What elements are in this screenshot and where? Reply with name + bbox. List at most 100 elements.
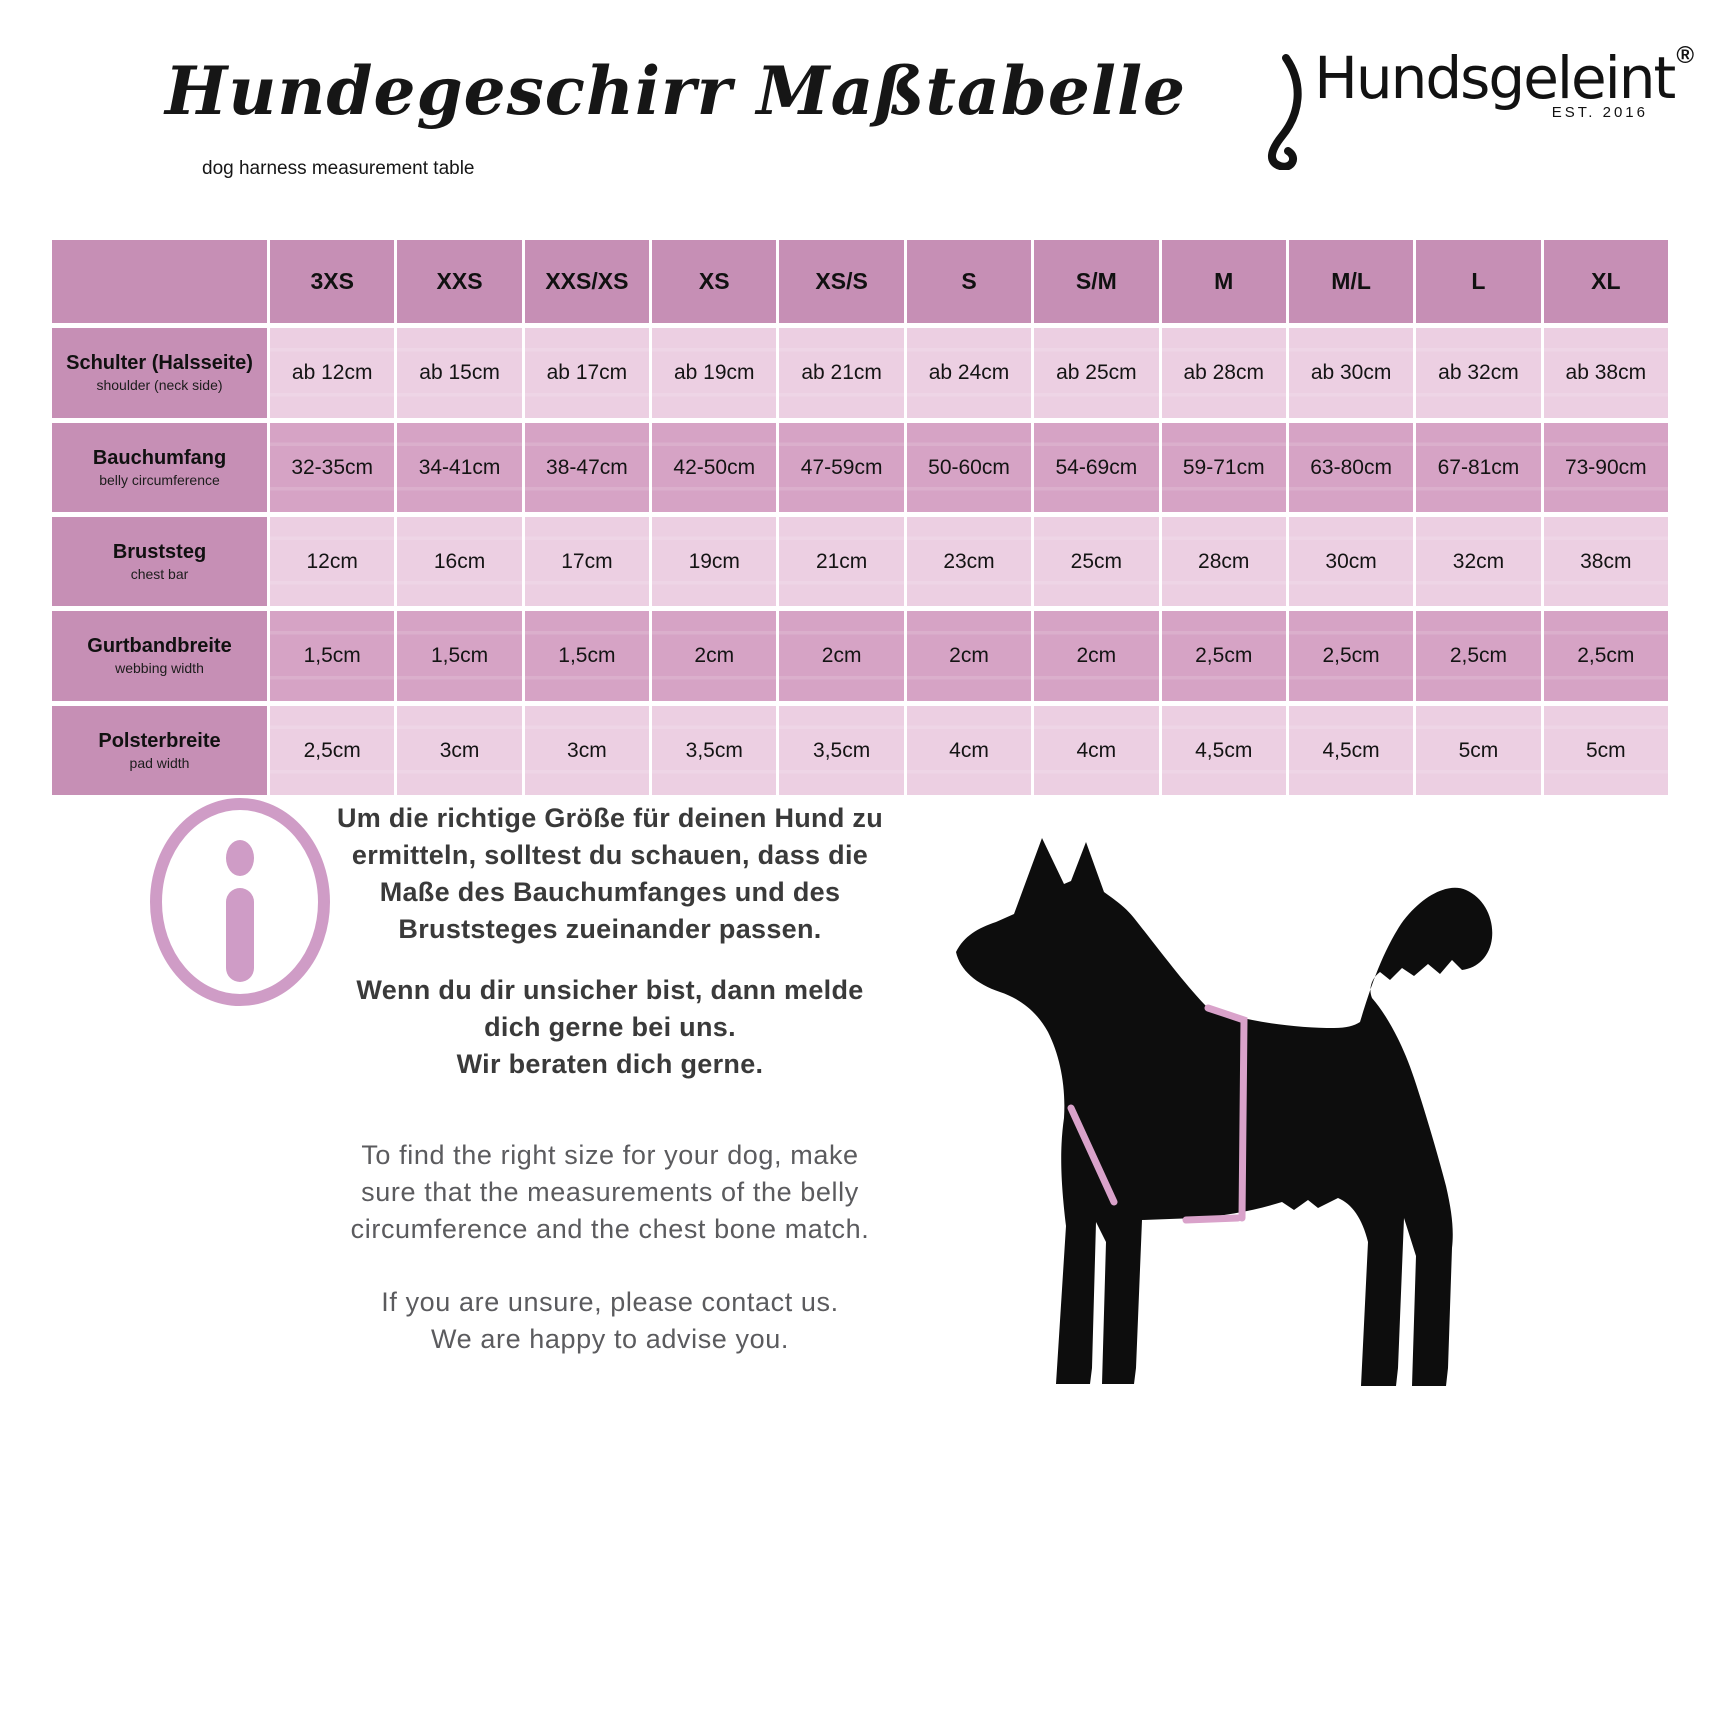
table-cell: 3,5cm — [652, 706, 777, 795]
size-col-header-s: S — [906, 240, 1032, 323]
row-label-en: pad width — [129, 754, 190, 771]
table-cell: 2,5cm — [1543, 611, 1668, 701]
table-cell: 1,5cm — [524, 611, 650, 701]
text-line: dich gerne bei uns. — [484, 1012, 736, 1042]
info-de-paragraph-1: Um die richtige Größe für deinen Hund zu… — [300, 800, 920, 948]
row-label-de: Bauchumfang — [92, 446, 227, 469]
table-cell: 50-60cm — [906, 423, 1032, 512]
table-cell: ab 24cm — [906, 328, 1032, 418]
size-col-header-sm: S/M — [1034, 240, 1159, 323]
table-cell: 3,5cm — [779, 706, 904, 795]
registered-trademark-icon: ® — [1676, 42, 1694, 69]
text-line: Wir beraten dich gerne. — [456, 1049, 764, 1079]
table-cell: 16cm — [397, 517, 522, 606]
text-line: To find the right size for your dog, mak… — [361, 1140, 859, 1170]
table-cell: 25cm — [1034, 517, 1159, 606]
table-cell: 5cm — [1543, 706, 1668, 795]
info-text-block: Um die richtige Größe für deinen Hund zu… — [300, 800, 920, 1358]
table-cell: 2,5cm — [1416, 611, 1541, 701]
table-cell: 54-69cm — [1034, 423, 1159, 512]
text-line: circumference and the chest bone match. — [350, 1214, 870, 1244]
table-cell: 1,5cm — [270, 611, 395, 701]
harness-marks — [1067, 1004, 1248, 1224]
harness-chest-strap — [1067, 1104, 1118, 1206]
dog-body-shape — [956, 838, 1493, 1386]
table-cell: 42-50cm — [652, 423, 777, 512]
text-line: sure that the measurements of the belly — [361, 1177, 859, 1207]
table-cell: ab 21cm — [779, 328, 904, 418]
table-cell: 38-47cm — [524, 423, 650, 512]
info-en-paragraph-2: If you are unsure, please contact us. We… — [300, 1284, 920, 1358]
table-cell: 4,5cm — [1161, 706, 1286, 795]
table-cell: 2,5cm — [1161, 611, 1286, 701]
table-cell: 73-90cm — [1543, 423, 1668, 512]
text-line: Wenn du dir unsicher bist, dann melde — [356, 975, 864, 1005]
row-label-de: Polsterbreite — [98, 729, 221, 752]
table-cell: ab 38cm — [1543, 328, 1668, 418]
table-cell: 2,5cm — [270, 706, 395, 795]
text-line: If you are unsure, please contact us. — [381, 1287, 839, 1317]
table-cell: 2cm — [779, 611, 904, 701]
table-cell: ab 28cm — [1161, 328, 1286, 418]
row-label-en: belly circumference — [99, 471, 220, 488]
table-cell: 32-35cm — [270, 423, 395, 512]
table-cell: 21cm — [779, 517, 904, 606]
table-cell: 3cm — [397, 706, 522, 795]
size-col-header-xxs: XXS — [397, 240, 522, 323]
table-cell: 4cm — [1034, 706, 1159, 795]
harness-belly-strap — [1182, 1214, 1242, 1224]
size-col-header-m: M — [1161, 240, 1286, 323]
text-line: Maße des Bauchumfanges und des — [379, 877, 841, 907]
table-cell: 28cm — [1161, 517, 1286, 606]
text-line: Um die richtige Größe für deinen Hund zu — [336, 803, 884, 833]
table-cell: 4,5cm — [1288, 706, 1414, 795]
table-cell: ab 19cm — [652, 328, 777, 418]
table-cell: 12cm — [270, 517, 395, 606]
table-cell: 34-41cm — [397, 423, 522, 512]
harness-girth-strap — [1204, 1004, 1248, 1222]
info-icon — [150, 798, 330, 1006]
table-cell: 32cm — [1416, 517, 1541, 606]
table-cell: 19cm — [652, 517, 777, 606]
row-label-belly: Bauchumfang belly circumference — [52, 423, 267, 512]
size-col-header-xss: XS/S — [779, 240, 904, 323]
row-label-en: shoulder (neck side) — [96, 377, 223, 394]
table-cell: 63-80cm — [1288, 423, 1414, 512]
table-cell: ab 30cm — [1288, 328, 1414, 418]
table-cell: ab 32cm — [1416, 328, 1541, 418]
table-cell: 2cm — [906, 611, 1032, 701]
table-cell: 38cm — [1543, 517, 1668, 606]
table-cell: ab 15cm — [397, 328, 522, 418]
page-title: Hundegeschirr Maßtabelle — [165, 52, 1187, 130]
dog-silhouette — [956, 838, 1493, 1386]
row-label-de: Bruststeg — [112, 540, 207, 563]
table-cell: 2,5cm — [1288, 611, 1414, 701]
text-line: We are happy to advise you. — [431, 1324, 789, 1354]
row-label-webbing: Gurtbandbreite webbing width — [52, 611, 267, 701]
table-cell: 67-81cm — [1416, 423, 1541, 512]
info-en-paragraph-1: To find the right size for your dog, mak… — [300, 1137, 920, 1248]
table-cell: ab 25cm — [1034, 328, 1159, 418]
brand-name: Hundsgeleint — [1314, 44, 1676, 112]
table-cell: 1,5cm — [397, 611, 522, 701]
row-label-en: webbing width — [115, 660, 204, 677]
table-cell: 47-59cm — [779, 423, 904, 512]
brand-established: EST. 2016 — [1551, 104, 1648, 121]
table-cell: 59-71cm — [1161, 423, 1286, 512]
row-label-en: chest bar — [130, 565, 189, 582]
page-subtitle: dog harness measurement table — [202, 158, 475, 179]
size-col-header-xxsxs: XXS/XS — [524, 240, 650, 323]
table-cell: 3cm — [524, 706, 650, 795]
table-corner-cell — [52, 240, 267, 323]
leash-icon — [1268, 54, 1302, 170]
table-cell: ab 12cm — [270, 328, 395, 418]
size-col-header-3xs: 3XS — [270, 240, 395, 323]
table-cell: 4cm — [906, 706, 1032, 795]
row-label-shoulder: Schulter (Halsseite) shoulder (neck side… — [52, 328, 267, 418]
table-cell: ab 17cm — [524, 328, 650, 418]
text-line: ermitteln, solltest du schauen, dass die — [351, 840, 869, 870]
size-col-header-xs: XS — [652, 240, 777, 323]
size-col-header-xl: XL — [1543, 240, 1668, 323]
table-cell: 5cm — [1416, 706, 1541, 795]
